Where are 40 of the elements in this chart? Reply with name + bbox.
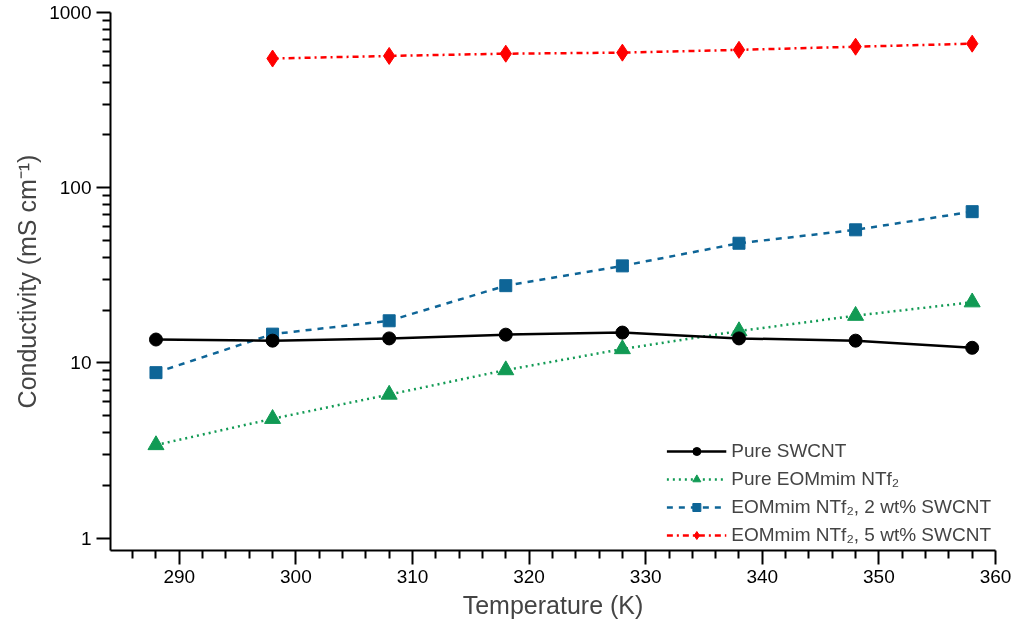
point (732, 236, 746, 250)
point (149, 366, 163, 380)
point (731, 331, 746, 346)
point (848, 333, 863, 348)
point (615, 325, 630, 340)
point (499, 279, 513, 293)
point (382, 314, 396, 328)
point (147, 435, 165, 451)
y-tick-label: 10 (70, 352, 92, 374)
point (265, 333, 280, 348)
x-tick-label: 360 (979, 565, 1012, 587)
point (498, 327, 513, 342)
legend-label: EOMmim NTf₂, 5 wt% SWCNT (731, 524, 991, 546)
point (613, 339, 631, 355)
x-tick-label: 300 (280, 565, 312, 587)
point (965, 340, 980, 355)
y-tick-label: 100 (59, 177, 92, 199)
x-axis-title: Temperature (K) (462, 590, 644, 619)
point (963, 292, 981, 308)
point (965, 205, 979, 219)
point (615, 259, 629, 273)
point (732, 40, 746, 59)
point (849, 223, 863, 237)
point (497, 360, 515, 376)
y-tick-label: 1 (80, 527, 92, 549)
y-tick-label: 1000 (49, 2, 92, 23)
x-tick-label: 340 (746, 565, 779, 587)
legend-label: EOMmim NTf₂, 2 wt% SWCNT (731, 496, 991, 518)
legend-label: Pure EOMmim NTf₂ (731, 468, 900, 490)
legend-label: Pure SWCNT (731, 440, 847, 462)
point (380, 384, 398, 400)
point (148, 332, 163, 347)
y-axis-title: Conductivity (mS cm⁻¹) (13, 154, 42, 409)
x-tick-label: 350 (863, 565, 895, 587)
point (264, 409, 282, 424)
x-tick-label: 310 (396, 565, 429, 587)
point (382, 331, 397, 346)
x-tick-label: 320 (513, 565, 545, 587)
x-tick-label: 330 (629, 565, 662, 587)
x-tick-label: 290 (163, 565, 196, 587)
